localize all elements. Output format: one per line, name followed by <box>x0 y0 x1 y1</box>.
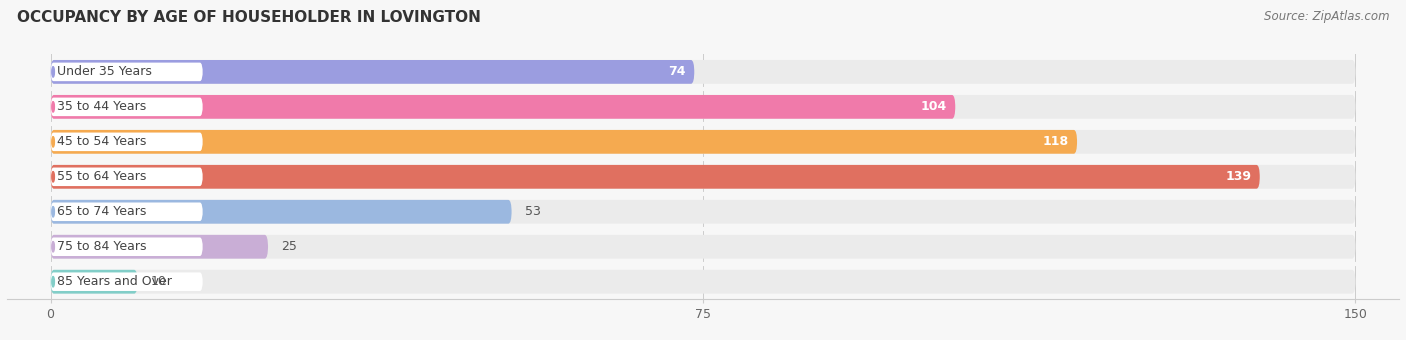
Text: 74: 74 <box>668 65 686 79</box>
FancyBboxPatch shape <box>51 95 955 119</box>
FancyBboxPatch shape <box>51 165 1260 189</box>
Text: 45 to 54 Years: 45 to 54 Years <box>56 135 146 148</box>
FancyBboxPatch shape <box>51 203 202 221</box>
FancyBboxPatch shape <box>51 133 202 151</box>
FancyBboxPatch shape <box>51 270 1355 294</box>
Text: 25: 25 <box>281 240 297 253</box>
Text: 104: 104 <box>921 100 946 113</box>
FancyBboxPatch shape <box>51 130 1077 154</box>
FancyBboxPatch shape <box>51 235 1355 259</box>
Text: 139: 139 <box>1225 170 1251 183</box>
FancyBboxPatch shape <box>51 98 202 116</box>
FancyBboxPatch shape <box>51 168 202 186</box>
Circle shape <box>52 102 55 112</box>
Circle shape <box>52 67 55 77</box>
Text: 65 to 74 Years: 65 to 74 Years <box>56 205 146 218</box>
FancyBboxPatch shape <box>51 130 1355 154</box>
FancyBboxPatch shape <box>51 60 1355 84</box>
Text: 55 to 64 Years: 55 to 64 Years <box>56 170 146 183</box>
Circle shape <box>52 172 55 182</box>
Text: 35 to 44 Years: 35 to 44 Years <box>56 100 146 113</box>
Circle shape <box>52 207 55 217</box>
FancyBboxPatch shape <box>51 63 202 81</box>
Text: 53: 53 <box>524 205 540 218</box>
FancyBboxPatch shape <box>51 165 1355 189</box>
Text: OCCUPANCY BY AGE OF HOUSEHOLDER IN LOVINGTON: OCCUPANCY BY AGE OF HOUSEHOLDER IN LOVIN… <box>17 10 481 25</box>
FancyBboxPatch shape <box>51 272 202 291</box>
FancyBboxPatch shape <box>51 235 269 259</box>
Text: 118: 118 <box>1042 135 1069 148</box>
FancyBboxPatch shape <box>51 60 695 84</box>
Circle shape <box>52 276 55 287</box>
Text: Source: ZipAtlas.com: Source: ZipAtlas.com <box>1264 10 1389 23</box>
Text: Under 35 Years: Under 35 Years <box>56 65 152 79</box>
Text: 10: 10 <box>150 275 166 288</box>
FancyBboxPatch shape <box>51 200 1355 224</box>
Circle shape <box>52 137 55 147</box>
FancyBboxPatch shape <box>51 200 512 224</box>
Text: 75 to 84 Years: 75 to 84 Years <box>56 240 146 253</box>
FancyBboxPatch shape <box>51 237 202 256</box>
Text: 85 Years and Over: 85 Years and Over <box>56 275 172 288</box>
FancyBboxPatch shape <box>51 270 138 294</box>
Circle shape <box>52 241 55 252</box>
FancyBboxPatch shape <box>51 95 1355 119</box>
